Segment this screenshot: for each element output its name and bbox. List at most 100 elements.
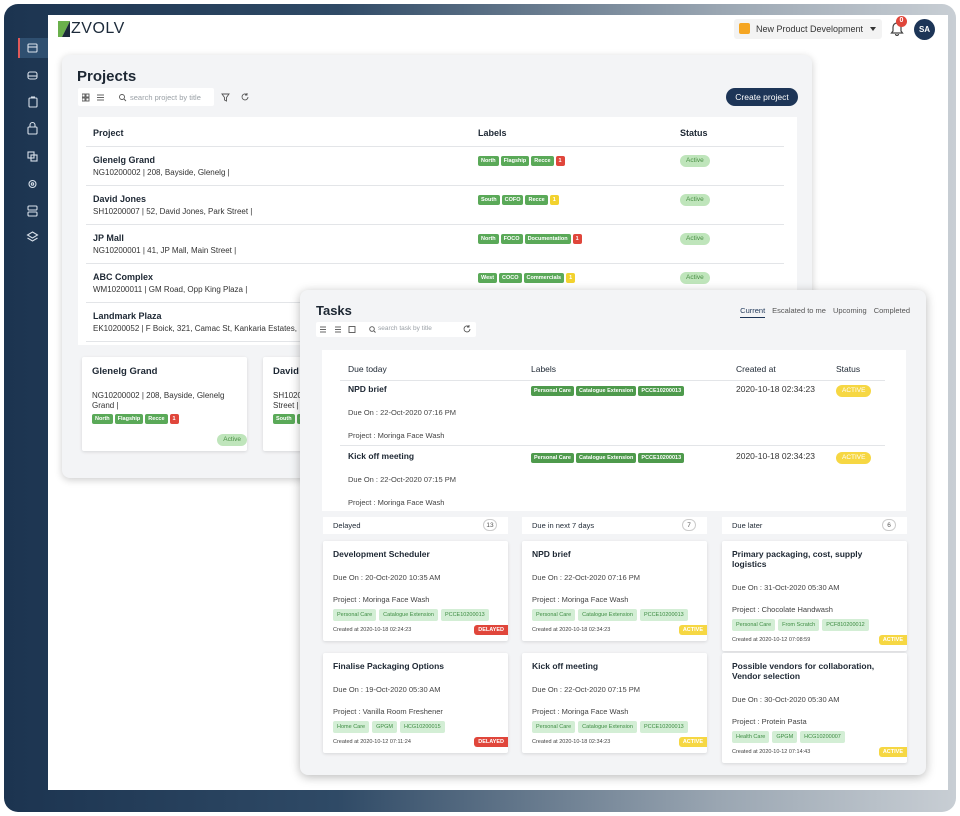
row-divider: [86, 263, 784, 264]
label-chip: COCO: [499, 273, 522, 283]
label-chip: Personal Care: [532, 721, 576, 733]
create-project-button[interactable]: Create project: [726, 88, 798, 106]
today-table: [322, 350, 906, 511]
project-name[interactable]: David Jones: [93, 194, 147, 204]
label-chip: PCCE10200013: [638, 453, 685, 463]
project-name[interactable]: JP Mall: [93, 233, 124, 243]
project-name[interactable]: Glenelg Grand: [93, 155, 156, 165]
today-task-project: Project : Moringa Face Wash: [348, 431, 445, 440]
label-chip: GPGM: [372, 721, 397, 733]
today-labels: Personal Care Catalogue Extension PCCE1020…: [531, 386, 686, 396]
task-card-status: ACTIVE: [878, 747, 907, 757]
task-toolbar-icons[interactable]: [320, 325, 480, 334]
today-column-header: Created at: [736, 364, 776, 374]
today-column-header: Status: [836, 364, 861, 374]
tab[interactable]: Completed: [873, 306, 910, 315]
task-card-project: Project : Protein Pasta: [732, 717, 807, 726]
project-status: Active: [680, 194, 710, 206]
board-column-name: Due later: [732, 521, 763, 530]
task-card-labels: Personal Care Catalogue Extension PCCE1020…: [532, 721, 707, 733]
task-card[interactable]: Kick off meeting Due On : 22-Oct-2020 07:…: [522, 653, 707, 753]
label-chip: West: [478, 273, 498, 283]
label-chip: HCG10200007: [800, 731, 845, 743]
sidebar-icons[interactable]: [18, 38, 48, 253]
row-divider: [86, 185, 784, 186]
today-task-title[interactable]: Kick off meeting: [348, 451, 415, 461]
tab[interactable]: Current: [740, 306, 766, 318]
tab[interactable]: Upcoming: [832, 306, 867, 315]
task-card-status: DELAYED: [474, 625, 508, 635]
task-card[interactable]: NPD brief Due On : 22-Oct-2020 07:16 PM Pr…: [522, 541, 707, 641]
task-card-created: Created at 2020-10-18 02:34:23: [532, 627, 611, 633]
workspace-selector[interactable]: [734, 19, 882, 39]
task-card-title: Possible vendors for collaboration, Vend…: [732, 661, 875, 681]
label-chip: Recce: [145, 414, 168, 424]
row-divider: [86, 224, 784, 225]
project-toolbar-icons[interactable]: [82, 93, 252, 102]
task-card-footer: Created at 2020-10-12 07:08:59 ACTIVE: [732, 635, 907, 645]
task-card-footer: Created at 2020-10-12 07:11:24 DELAYED: [333, 737, 508, 747]
workspace-name[interactable]: New Product Development: [756, 24, 864, 34]
card-labels: North Flagship Recce 1: [92, 414, 237, 424]
project-labels: North Flagship Recce 1: [478, 156, 567, 166]
label-chip: Catalogue Extension: [578, 609, 637, 621]
label-chip: PCF810200012: [822, 619, 869, 631]
label-chip: PCCE10200013: [440, 609, 489, 621]
project-labels: North FOCO Documentation 1: [478, 234, 584, 244]
task-card[interactable]: Possible vendors for collaboration, Vend…: [722, 653, 907, 763]
today-status: ACTIVE: [836, 385, 872, 397]
badge-bg: [896, 16, 907, 27]
task-card-created: Created at 2020-10-18 02:34:23: [532, 739, 611, 745]
label-chip: Documentation: [524, 234, 571, 244]
task-toolbar: [316, 322, 476, 337]
task-card[interactable]: Primary packaging, cost, supply logistic…: [722, 541, 907, 651]
task-card[interactable]: Finalise Packaging Options Due On : 19-Oc…: [323, 653, 508, 753]
task-card-footer: Created at 2020-10-12 07:14:43 ACTIVE: [732, 747, 907, 757]
label-chip: 1: [566, 273, 576, 283]
row-divider: [86, 146, 784, 147]
column-header: Project: [93, 128, 124, 138]
workspace-icon: [739, 23, 750, 34]
label-chip: North: [478, 156, 499, 166]
task-card-status: ACTIVE: [678, 737, 707, 747]
task-card-due: Due On : 19-Oct-2020 05:30 AM: [333, 685, 441, 694]
avatar-bg[interactable]: [914, 19, 935, 40]
project-address: SH10200007 | 52, David Jones, Park Stree…: [93, 207, 253, 216]
tab[interactable]: Escalated to me: [772, 306, 826, 315]
task-card-title: Finalise Packaging Options: [333, 661, 444, 671]
task-card-labels: Personal Care Catalogue Extension PCCE1020…: [333, 609, 508, 621]
sidebar-active: [18, 38, 48, 58]
project-search[interactable]: search project by title: [130, 93, 201, 102]
project-address: NG10200002 | 208, Bayside, Glenelg |: [93, 168, 230, 177]
task-card-due: Due On : 31-Oct-2020 05:30 AM: [732, 583, 840, 592]
board-column-header: [323, 517, 508, 534]
task-card-project: Project : Moringa Face Wash: [532, 707, 629, 716]
today-column-header: Due today: [348, 364, 387, 374]
project-toolbar: [78, 88, 214, 106]
logo-mark: [58, 21, 70, 37]
label-chip: Personal Care: [532, 609, 576, 621]
label-chip: Catalogue Extension: [379, 609, 438, 621]
task-card[interactable]: Development Scheduler Due On : 20-Oct-202…: [323, 541, 508, 641]
task-card-labels: Personal Care From Scratch PCF810200012: [732, 619, 907, 631]
project-name[interactable]: Landmark Plaza: [93, 311, 162, 321]
label-chip: Flagship: [500, 156, 530, 166]
label-chip: GPGM: [772, 731, 798, 743]
task-card-project: Project : Moringa Face Wash: [532, 595, 629, 604]
row-divider: [340, 380, 885, 381]
task-card-created: Created at 2020-10-12 07:14:43: [732, 749, 811, 755]
label-chip: North: [92, 414, 113, 424]
project-name[interactable]: ABC Complex: [93, 272, 154, 282]
label-chip: South: [273, 414, 295, 424]
label-chip: Personal Care: [732, 619, 776, 631]
task-card-created: Created at 2020-10-18 02:24:23: [333, 627, 412, 633]
avatar[interactable]: SA: [918, 25, 931, 34]
task-card-labels: Health Care GPGM HCG10200007: [732, 731, 907, 743]
today-task-title[interactable]: NPD brief: [348, 384, 387, 394]
task-search[interactable]: search task by title: [378, 325, 432, 332]
task-card-created: Created at 2020-10-12 07:11:24: [333, 739, 411, 745]
label-chip: HCG10200015: [399, 721, 445, 733]
label-chip: Commercials: [523, 273, 565, 283]
project-card[interactable]: Glenelg Grand NG10200002 | 208, Bayside, …: [82, 357, 247, 451]
card-title: Glenelg Grand: [92, 366, 158, 377]
